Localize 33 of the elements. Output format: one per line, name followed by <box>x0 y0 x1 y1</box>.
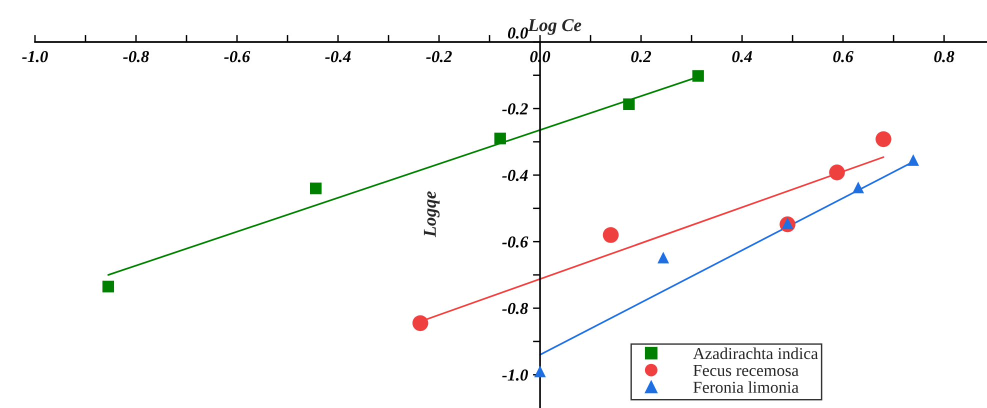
point <box>657 252 670 264</box>
x-tick-label: -0.4 <box>325 50 351 62</box>
point <box>692 70 704 82</box>
y-tick-label: -0.4 <box>502 170 528 182</box>
x-tick-label: 0.4 <box>732 50 752 62</box>
x-tick-label: 0.6 <box>833 50 854 62</box>
legend-label: Azadirachta indica <box>693 347 818 360</box>
point <box>602 227 619 243</box>
y-tick-label: 0.0 <box>508 27 528 39</box>
point <box>623 98 635 110</box>
point <box>494 132 506 144</box>
y-tick-label: -0.8 <box>502 302 528 314</box>
point <box>534 366 546 378</box>
y-tick-label: -0.6 <box>502 236 528 248</box>
legend-label: Fecus recemosa <box>693 364 799 376</box>
x-tick-label: -1.0 <box>22 50 48 62</box>
point <box>102 280 114 292</box>
point <box>310 182 322 194</box>
point <box>876 131 892 148</box>
point <box>907 154 920 166</box>
point <box>412 315 428 332</box>
x-tick-label: 0.2 <box>631 50 652 62</box>
y-tick-label: -0.2 <box>502 103 528 115</box>
x-tick-label: -0.2 <box>426 50 452 62</box>
y-axis-title: Logqe <box>424 191 440 238</box>
point <box>852 182 864 194</box>
legend-label: Feronia limonia <box>693 381 799 393</box>
x-tick-label: 0.8 <box>934 50 954 62</box>
x-tick-label: -0.6 <box>224 50 250 62</box>
x-tick-label: -0.8 <box>123 50 149 62</box>
point <box>829 164 845 180</box>
x-axis-title: Log Ce <box>528 19 582 35</box>
y-tick-label: -1.0 <box>502 369 528 381</box>
